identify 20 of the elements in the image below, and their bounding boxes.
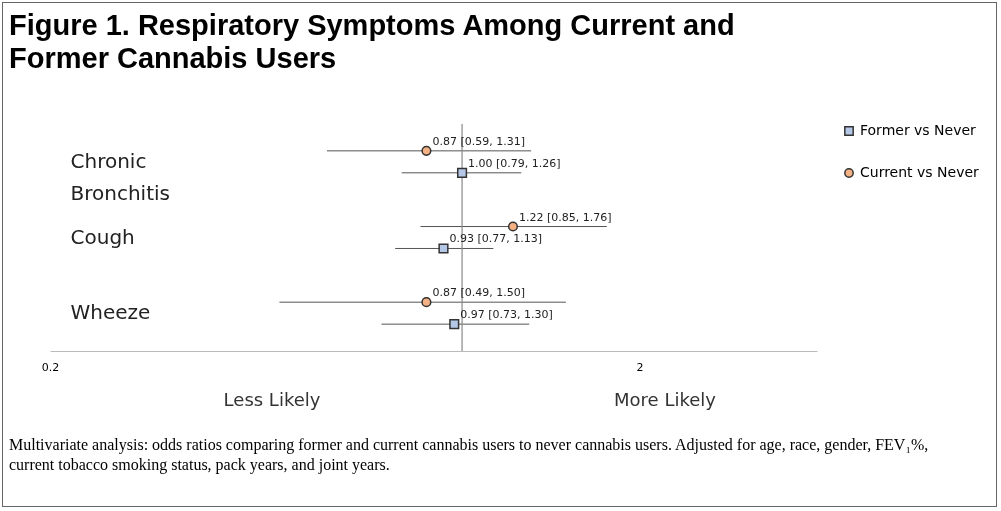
data-label: 0.97 [0.73, 1.30] <box>460 308 553 322</box>
text: More Likely <box>614 389 717 410</box>
chart-title: Figure 1. Respiratory Symptoms Among Current and Former Cannabis Users <box>8 8 736 75</box>
data-label: 0.87 [0.59, 1.31] <box>432 134 525 148</box>
data-label: 1.00 [0.79, 1.26] <box>468 156 561 170</box>
point <box>438 243 449 254</box>
y-tick-label: Wheeze <box>70 300 151 325</box>
data-label: 1.22 [0.85, 1.76] <box>518 210 612 224</box>
data-label: 0.87 [0.49, 1.50] <box>432 286 525 300</box>
data-label: 0.93 [0.77, 1.13] <box>449 232 543 246</box>
y-tick-label: Cough <box>70 224 135 249</box>
point <box>456 167 468 178</box>
point <box>449 319 460 330</box>
legend-label: Current vs Never <box>860 164 980 180</box>
legend-label: Former vs Never <box>860 122 977 138</box>
y-tick-label: Chronic Bronchitis <box>70 148 170 205</box>
x-tick-label: 0.2 <box>41 360 60 374</box>
text: Less Likely <box>223 389 321 410</box>
x-tick-label: 2 <box>636 360 644 374</box>
text: Multivariate analysis: odds ratios comparing former and current cannabis users to never cannabis users. Adjusted for age, race, gender, FEV₁%, current tobacco smoking status, pack years, and joint years. <box>8 435 930 475</box>
